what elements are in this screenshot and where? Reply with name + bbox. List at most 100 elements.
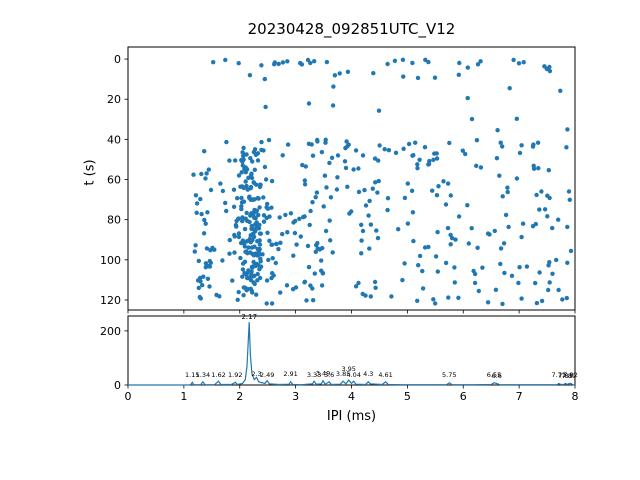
scatter-point: [269, 242, 274, 247]
scatter-point: [413, 140, 418, 145]
scatter-point: [303, 164, 308, 169]
scatter-point: [238, 240, 244, 246]
scatter-point: [376, 108, 382, 113]
scatter-point: [238, 255, 243, 261]
scatter-point: [240, 150, 245, 155]
scatter-point: [359, 251, 364, 256]
scatter-point: [519, 143, 524, 148]
scatter-point: [371, 71, 376, 76]
scatter-point: [360, 291, 365, 297]
scatter-point: [389, 294, 394, 299]
scatter-point: [415, 166, 420, 171]
scatter-point: [204, 246, 210, 251]
scatter-point: [353, 148, 359, 153]
scatter-point: [264, 301, 269, 306]
scatter-point: [203, 265, 208, 270]
scatter-point: [530, 144, 536, 149]
scatter-point: [566, 189, 572, 194]
scatter-point: [257, 231, 263, 236]
scatter-point: [244, 183, 249, 189]
scatter-point: [406, 141, 412, 147]
scatter-point: [196, 285, 201, 291]
scatter-point: [260, 252, 265, 257]
scatter-point: [385, 207, 390, 213]
scatter-point: [280, 60, 286, 65]
annotation-label: 7.89: [562, 372, 576, 380]
scatter-point: [485, 231, 491, 236]
scatter-point: [502, 270, 507, 276]
scatter-point: [315, 137, 320, 143]
scatter-point: [312, 59, 317, 64]
scatter-point: [463, 151, 468, 157]
scatter-point: [498, 140, 503, 145]
scatter-point: [257, 242, 263, 247]
scatter-point: [220, 188, 226, 194]
scatter-point: [319, 283, 325, 288]
annotation-label: 3.95: [341, 365, 355, 373]
scatter-point: [267, 238, 272, 243]
scatter-point: [545, 214, 550, 219]
scatter-point: [257, 205, 262, 210]
scatter-point: [323, 137, 328, 142]
scatter-point: [192, 249, 197, 254]
scatter-point: [251, 180, 257, 185]
scatter-point: [547, 280, 552, 285]
scatter-point: [519, 296, 524, 301]
scatter-axes: 0 20 40 60 80 100 120: [100, 46, 576, 314]
scatter-point: [501, 241, 507, 246]
scatter-point: [240, 267, 246, 272]
scatter-point: [239, 170, 244, 175]
scatter-point: [401, 74, 406, 79]
scatter-point: [500, 301, 505, 307]
scatter-point: [509, 273, 515, 278]
scatter-point: [382, 147, 387, 152]
scatter-point: [431, 297, 436, 302]
scatter-point: [240, 274, 245, 279]
scatter-point: [322, 173, 328, 178]
scatter-point: [436, 184, 441, 189]
scatter-point: [245, 275, 250, 281]
scatter-point: [196, 258, 201, 264]
annotation-label: 2.49: [260, 371, 274, 379]
scatter-point: [516, 280, 521, 286]
scatter-point: [253, 229, 258, 234]
scatter-point: [417, 157, 422, 162]
scatter-point: [520, 221, 526, 226]
scatter-point: [310, 200, 315, 205]
scatter-point: [241, 293, 246, 298]
scatter-point: [505, 185, 510, 190]
scatter-point: [255, 195, 260, 201]
scatter-point: [560, 297, 565, 302]
scatter-point: [328, 238, 333, 243]
scatter-point: [410, 60, 415, 66]
scatter-point: [288, 211, 294, 216]
annotation-label: 3.33: [307, 371, 321, 379]
scatter-point: [542, 207, 548, 212]
annotation-label: 2.3: [251, 370, 261, 378]
scatter-point: [422, 145, 428, 150]
annotation-label: 4.04: [346, 371, 360, 379]
scatter-point: [319, 149, 325, 155]
scatter-point: [367, 198, 372, 204]
scatter-point: [291, 253, 296, 258]
scatter-point: [554, 257, 559, 263]
annotation-label: 5.75: [442, 371, 456, 379]
scatter-point: [227, 158, 232, 163]
x-tick-label: 5: [404, 390, 411, 403]
scatter-point: [251, 259, 256, 265]
scatter-point: [564, 295, 569, 301]
scatter-point: [256, 249, 262, 254]
scatter-point: [362, 187, 367, 193]
scatter-point: [197, 294, 202, 300]
scatter-point: [240, 218, 245, 224]
annotation-label: 2.91: [283, 370, 297, 378]
scatter-point: [248, 186, 253, 191]
scatter-point: [432, 75, 438, 80]
scatter-point: [505, 189, 510, 195]
scatter-point: [258, 264, 264, 269]
scatter-point: [435, 269, 440, 274]
scatter-point: [511, 57, 516, 63]
scatter-point: [320, 245, 325, 251]
peak-annotation: 2.17: [241, 313, 257, 321]
scatter-points: [191, 57, 574, 307]
